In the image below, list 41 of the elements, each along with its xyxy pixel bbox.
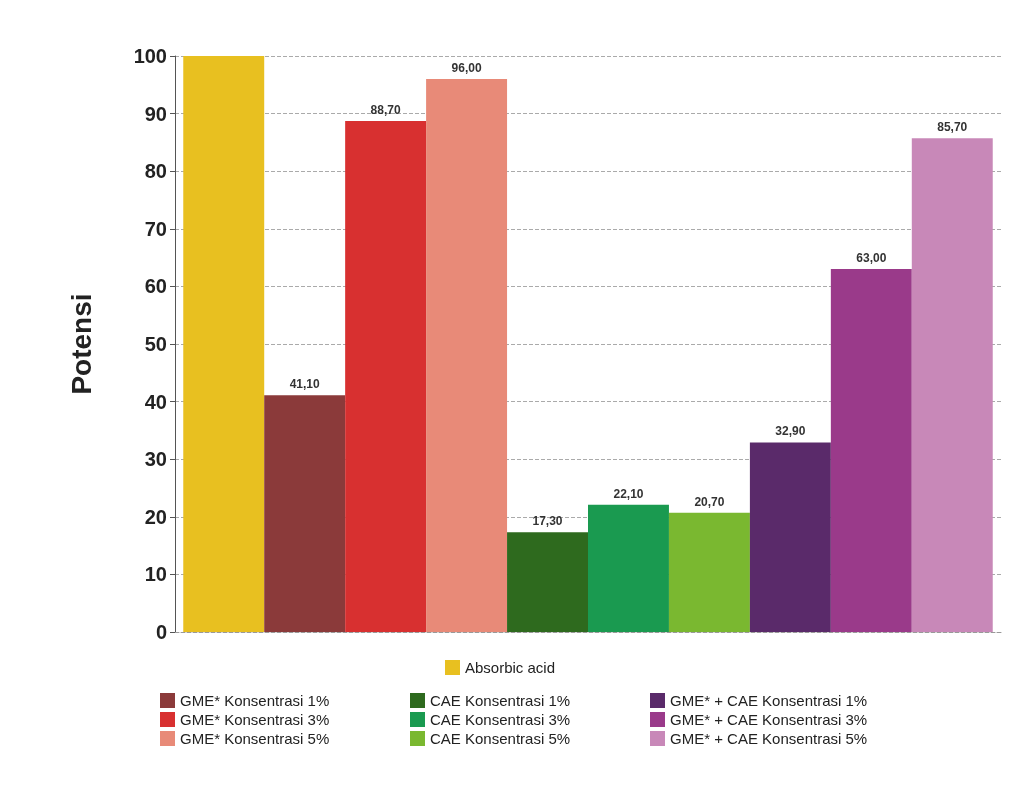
legend-label: CAE Konsentrasi 1% <box>430 692 571 709</box>
y-tick-label: 50 <box>144 333 167 355</box>
legend-label: GME* + CAE Konsentrasi 5% <box>670 730 868 747</box>
bar <box>668 512 750 632</box>
bar <box>426 79 508 632</box>
data-label: 41,10 <box>289 377 321 392</box>
y-tick-label: 20 <box>144 505 167 528</box>
data-label: 22,10 <box>613 486 644 501</box>
data-label: 20,70 <box>694 494 725 509</box>
data-label: 96,00 <box>451 61 482 76</box>
y-tick-label: 30 <box>144 448 167 471</box>
legend-label: Absorbic acid <box>465 659 556 676</box>
y-tick-label: 70 <box>144 217 167 240</box>
bar <box>911 138 993 632</box>
y-tick-label: 0 <box>155 621 167 643</box>
y-tick-label: 40 <box>144 390 167 413</box>
bar <box>588 504 669 632</box>
legend-label: GME* Konsentrasi 1% <box>180 692 330 709</box>
y-tick-label: 90 <box>144 102 167 125</box>
data-label: 88,70 <box>370 103 401 118</box>
y-tick-label: 80 <box>144 160 167 183</box>
legend-label: CAE Konsentrasi 5% <box>430 730 571 747</box>
legend-label: GME* + CAE Konsentrasi 3% <box>670 711 868 728</box>
y-axis-title: Potensi <box>65 293 97 395</box>
data-label: 17,30 <box>532 514 563 529</box>
y-tick-label: 10 <box>144 563 167 586</box>
legend-label: GME* Konsentrasi 3% <box>180 711 330 728</box>
legend-label: GME* Konsentrasi 5% <box>180 730 330 747</box>
legend-label: GME* + CAE Konsentrasi 1% <box>670 692 868 709</box>
bar <box>749 442 831 632</box>
bar <box>830 269 912 632</box>
bar <box>507 532 588 632</box>
bar <box>345 121 427 632</box>
y-tick-label: 100 <box>133 45 167 67</box>
data-label: 32,90 <box>775 424 806 439</box>
data-label: 85,70 <box>937 120 968 135</box>
y-tick-label: 60 <box>144 275 167 298</box>
legend-label: CAE Konsentrasi 3% <box>430 711 571 728</box>
data-label: 63,00 <box>856 251 887 266</box>
bar <box>183 56 265 632</box>
bar <box>264 395 346 632</box>
